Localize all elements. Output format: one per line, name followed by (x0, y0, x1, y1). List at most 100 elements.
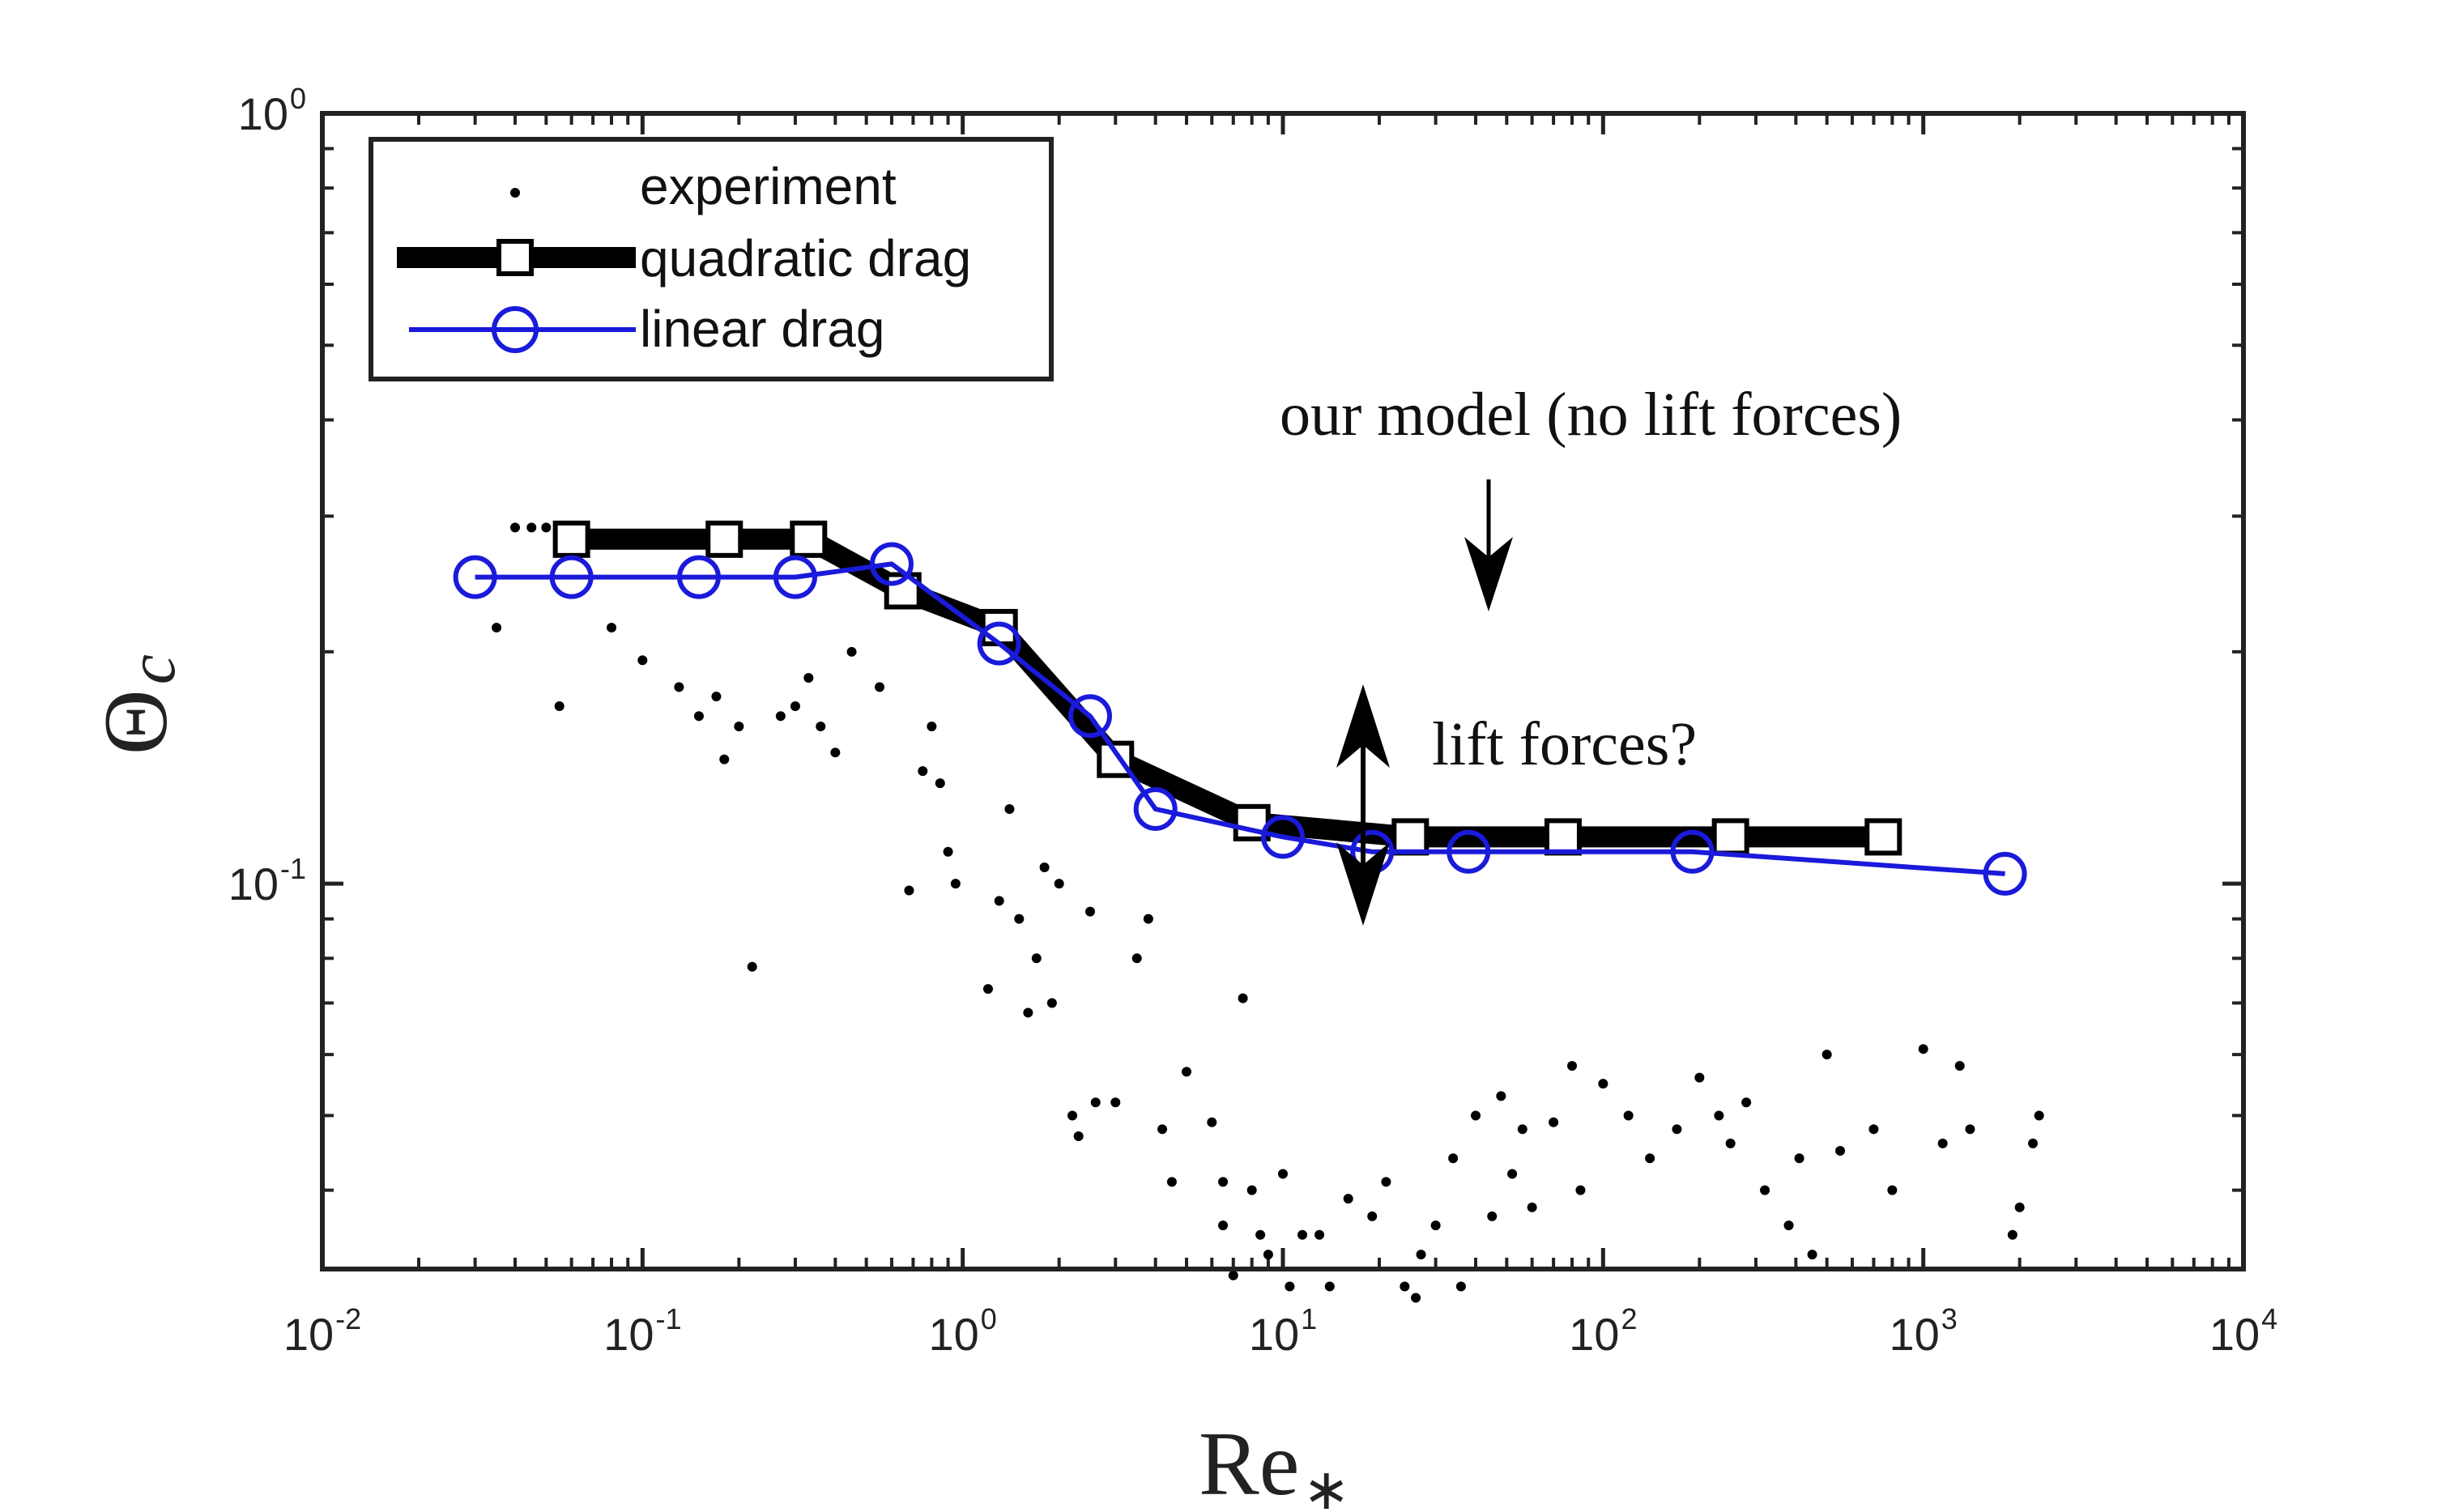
linear-drag-marker (549, 555, 594, 599)
experiment-point (1448, 1153, 1459, 1164)
linear-drag-marker (1447, 829, 1491, 874)
legend-linear-label: linear drag (640, 300, 884, 358)
quadratic-drag-marker (1711, 818, 1749, 856)
experiment-point (1567, 1061, 1578, 1071)
experiment-point (747, 961, 757, 972)
linear-drag-marker (1261, 815, 1305, 859)
legend-quadratic-marker (496, 239, 534, 276)
linear-drag-marker (1670, 829, 1715, 874)
experiment-point (1110, 1097, 1121, 1108)
experiment-point (1073, 1131, 1084, 1142)
experiment-point (1314, 1229, 1325, 1240)
experiment-point (1039, 862, 1050, 872)
experiment-point (2007, 1229, 2018, 1240)
quadratic-drag-marker (1544, 818, 1582, 856)
experiment-point (492, 622, 502, 632)
experiment-point (734, 721, 744, 731)
experiment-point (875, 682, 885, 692)
experiment-point (1954, 1061, 1965, 1071)
experiment-point (1014, 914, 1025, 924)
experiment-point (1054, 879, 1064, 889)
annotation-double-arrow-head-up (1336, 684, 1390, 768)
experiment-point (1598, 1079, 1608, 1089)
linear-drag-marker (1067, 694, 1112, 739)
experiment-point (1218, 1220, 1229, 1231)
experiment-point (1835, 1145, 1846, 1156)
quadratic-drag-marker (552, 520, 590, 558)
experiment-point (1218, 1177, 1229, 1187)
legend-linear-marker (492, 306, 539, 353)
experiment-point (1725, 1138, 1736, 1148)
experiment-point (1207, 1117, 1217, 1127)
experiment-point (1143, 914, 1153, 924)
plot-frame (320, 111, 2246, 1271)
x-tick-label: 104 (2209, 1302, 2277, 1360)
experiment-point (1228, 1270, 1238, 1280)
experiment-point (1367, 1211, 1378, 1221)
linear-drag-marker (1983, 851, 2027, 896)
experiment-point (1285, 1281, 1295, 1292)
quadratic-drag-marker (790, 520, 828, 558)
x-tick-label: 100 (929, 1302, 997, 1360)
experiment-point (510, 522, 521, 533)
experiment-point (1166, 1177, 1177, 1187)
y-tick-labels: 10-1 100 (228, 82, 306, 909)
x-tick-label: 101 (1249, 1302, 1317, 1360)
experiment-point (935, 778, 945, 789)
x-tick-label: 102 (1569, 1302, 1637, 1360)
legend: experiment quadratic drag linear drag (369, 137, 1054, 381)
annotation-double-arrow-head-down (1336, 842, 1390, 926)
experiment-point (1575, 1185, 1586, 1195)
annotation-our-model: our model (no lift forces) (1280, 381, 1902, 449)
experiment-point (1238, 993, 1248, 1003)
annotation-down-arrow-head (1464, 537, 1513, 611)
experiment-point (711, 691, 722, 701)
x-tick-label: 10-1 (603, 1302, 681, 1360)
experiment-point (1031, 953, 1042, 964)
experiment-point (1381, 1177, 1391, 1187)
experiment-point (607, 622, 617, 632)
experiment-point (1067, 1110, 1078, 1121)
experiment-point (904, 885, 914, 896)
experiment-point (1807, 1250, 1817, 1260)
annotation-lift-forces: lift forces? (1432, 710, 1697, 778)
experiment-point (1517, 1124, 1528, 1135)
experiment-point (1965, 1124, 1975, 1135)
experiment-point (2028, 1138, 2039, 1148)
experiment-series (492, 522, 2044, 1303)
linear-drag-series (453, 542, 2027, 896)
experiment-point (541, 522, 552, 533)
experiment-point (1645, 1153, 1655, 1164)
experiment-point (719, 754, 730, 765)
experiment-point (803, 673, 814, 684)
experiment-point (1090, 1097, 1101, 1108)
x-tick-label: 10-2 (283, 1302, 361, 1360)
experiment-point (526, 522, 537, 533)
experiment-point (1255, 1229, 1266, 1240)
experiment-point (1023, 1007, 1033, 1018)
experiment-point (1496, 1091, 1506, 1101)
experiment-point (1623, 1110, 1634, 1121)
experiment-point (1430, 1220, 1441, 1231)
experiment-point (950, 879, 961, 889)
experiment-point (994, 896, 1004, 906)
experiment-point (1672, 1124, 1682, 1135)
experiment-point (1549, 1117, 1559, 1127)
quadratic-drag-marker (1391, 818, 1430, 856)
experiment-point (1937, 1138, 1948, 1148)
quadratic-drag-marker (705, 520, 744, 558)
experiment-point (816, 721, 826, 731)
experiment-point (2034, 1110, 2044, 1121)
legend-experiment-marker (510, 188, 520, 198)
experiment-point (2014, 1202, 2025, 1212)
experiment-point (1416, 1250, 1426, 1260)
experiment-point (927, 721, 937, 731)
experiment-point (1741, 1097, 1752, 1108)
experiment-point (1131, 953, 1142, 964)
experiment-point (1343, 1194, 1353, 1204)
experiment-point (790, 701, 800, 711)
legend-quadratic-label: quadratic drag (640, 229, 971, 287)
quadratic-drag-marker (1864, 818, 1902, 856)
linear-drag-marker (977, 621, 1021, 666)
experiment-point (1794, 1153, 1804, 1164)
